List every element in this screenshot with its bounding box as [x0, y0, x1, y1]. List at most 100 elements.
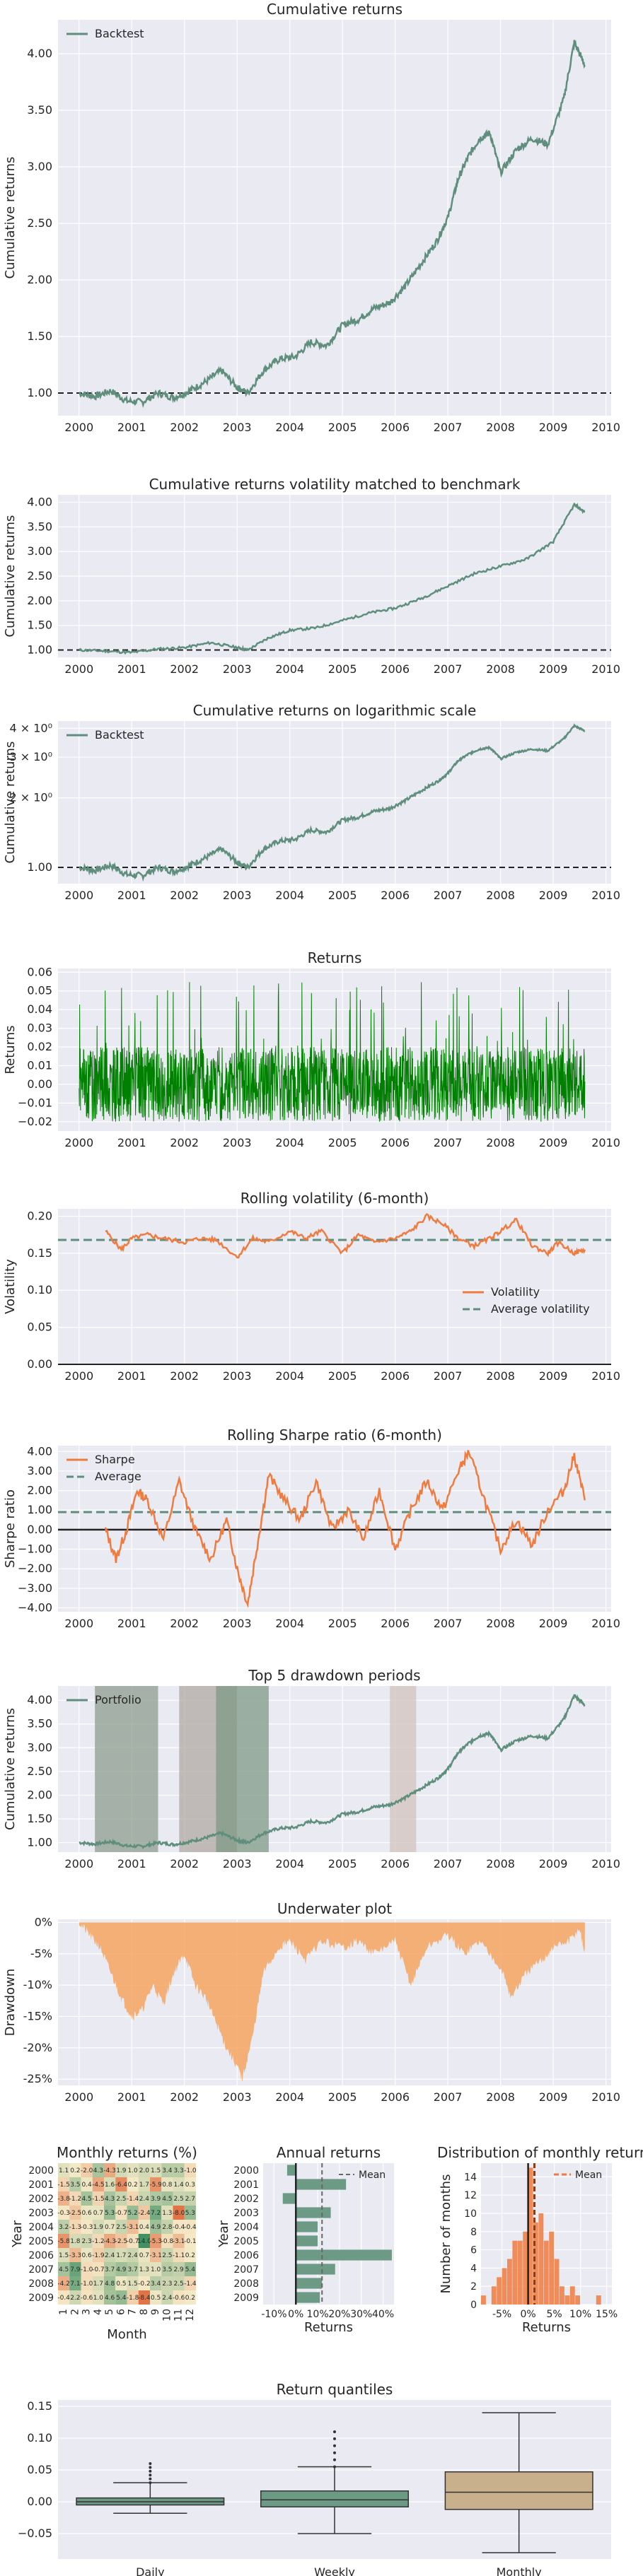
heatmap-cell — [138, 2262, 150, 2276]
annual-year-label: 2007 — [233, 2264, 259, 2276]
drawdown_periods-x-tick-label: 2002 — [170, 1857, 199, 1870]
dist-y-tick-label: 14 — [464, 2172, 477, 2183]
heatmap-cell — [173, 2248, 185, 2262]
dist-x-tick-label: 10% — [569, 2309, 591, 2320]
heatmap-cell — [104, 2262, 116, 2276]
heatmap-month-label: 12 — [185, 2309, 196, 2322]
rolling_sharpe-x-tick-label: 2007 — [434, 1617, 463, 1630]
underwater-y-tick-label: -15% — [23, 2009, 52, 2022]
heatmap-cell — [58, 2248, 70, 2262]
heatmap-cell — [58, 2163, 70, 2177]
heatmap-cell — [81, 2163, 93, 2177]
annual-year-label: 2009 — [233, 2293, 259, 2304]
rolling_vol-y-tick-label: 0.15 — [27, 1246, 52, 1260]
heatmap-cell-label: -1.0 — [81, 2266, 93, 2273]
heatmap-cell-label: 3.5 — [162, 2266, 172, 2273]
quant-outlier — [149, 2481, 152, 2484]
heatmap-cell-label: -4.3 — [103, 2167, 116, 2174]
annual-bar-2001 — [296, 2179, 347, 2190]
heatmap-year-label: 2008 — [28, 2278, 54, 2290]
heatmap-cell — [58, 2262, 70, 2276]
cum_returns-y-tick-label: 1.00 — [27, 386, 52, 399]
heatmap-cell — [173, 2163, 185, 2177]
heatmap-cell — [161, 2220, 173, 2234]
vol_matched-x-tick-label: 2007 — [434, 662, 463, 676]
heatmap-cell — [104, 2248, 116, 2262]
dist-bar — [543, 2240, 549, 2305]
heatmap-cell — [138, 2206, 150, 2220]
heatmap-cell-label: 2.4 — [139, 2196, 150, 2203]
cum_returns-x-tick-label: 2006 — [381, 421, 410, 434]
annual-bar-2009 — [296, 2292, 320, 2303]
heatmap-cell-label: 1.6 — [105, 2182, 115, 2189]
annual-x-tick-label: 20% — [328, 2309, 350, 2320]
vol_matched-x-tick-label: 2000 — [64, 662, 93, 676]
heatmap-cell-label: 14.0 — [137, 2238, 151, 2245]
drawdown_periods-y-tick-label: 1.50 — [27, 1812, 52, 1825]
annual-year-label: 2000 — [233, 2165, 259, 2177]
vol_matched-title: Cumulative returns volatility matched to… — [149, 476, 521, 493]
rolling_sharpe-x-tick-label: 2009 — [539, 1617, 568, 1630]
heatmap-cell — [173, 2290, 185, 2305]
heatmap-cell-label: 2.4 — [162, 2295, 173, 2302]
cum_returns-title: Cumulative returns — [267, 1, 402, 18]
rolling_sharpe-y-tick-label: 1.00 — [27, 1503, 52, 1516]
underwater-y-tick-label: 0% — [35, 1915, 52, 1928]
heatmap-cell-label: -4.2 — [57, 2281, 70, 2288]
quant-y-tick-label: 0.15 — [27, 2399, 52, 2413]
heatmap-cell-label: -1.8 — [127, 2295, 139, 2302]
dist-bar — [538, 2213, 544, 2305]
vol_matched-ylabel: Cumulative returns — [3, 515, 18, 638]
quant-y-tick-label: −0.05 — [18, 2527, 52, 2540]
dist-y-tick-label: 6 — [470, 2245, 477, 2256]
heatmap-cell — [69, 2220, 81, 2234]
heatmap-cell — [81, 2220, 93, 2234]
heatmap-cell — [58, 2191, 70, 2206]
heatmap-cell-label: 1.7 — [139, 2182, 149, 2189]
heatmap-cell-label: 0.7 — [139, 2252, 149, 2259]
annual-x-tick-label: 10% — [307, 2309, 329, 2320]
underwater-x-tick-label: 2010 — [591, 2090, 620, 2104]
returns-y-tick-label: −0.02 — [18, 1115, 52, 1128]
heatmap-cell — [127, 2206, 139, 2220]
heatmap-cell — [161, 2163, 173, 2177]
cum_returns-ylabel: Cumulative returns — [3, 157, 18, 279]
log_scale-x-tick-label: 2005 — [328, 889, 357, 902]
heatmap-cell — [127, 2248, 139, 2262]
heatmap-cell-label: 0.2 — [185, 2295, 195, 2302]
heatmap-cell-label: -2.0 — [81, 2167, 93, 2174]
heatmap-cell-label: 1.9 — [93, 2224, 104, 2231]
return_quantiles-panel: Return quantiles −0.05 0.00 0.05 0.10 0.15 Dai… — [18, 2381, 611, 2576]
cum_returns-legend-label: Backtest — [95, 27, 144, 40]
heatmap-cell-label: -3.1 — [149, 2252, 162, 2259]
rolling_sharpe-y-tick-label: −4.00 — [18, 1600, 52, 1614]
cum_returns-x-tick-label: 2010 — [591, 421, 620, 434]
heatmap-cell-label: -2.5 — [115, 2238, 128, 2245]
heatmap-year-label: 2004 — [28, 2222, 54, 2233]
quant-outlier — [333, 2465, 336, 2469]
quant-category-label: Monthly — [497, 2565, 542, 2576]
annual-bar-2002 — [282, 2193, 296, 2204]
rolling_vol-x-tick-label: 2003 — [223, 1369, 252, 1383]
heatmap-cell-label: 5.4 — [185, 2266, 196, 2273]
heatmap-cell-label: 7.2 — [151, 2210, 161, 2217]
heatmap-cell-label: -0.4 — [184, 2224, 197, 2231]
heatmap-cell-label: 1.5 — [151, 2167, 161, 2174]
heatmap-cell — [150, 2262, 162, 2276]
heatmap-cell-label: 3.3 — [173, 2167, 183, 2174]
underwater-ylabel: Drawdown — [3, 1969, 18, 2037]
drawdown_periods-y-tick-label: 3.50 — [27, 1717, 52, 1731]
heatmap-cell-label: 2.5 — [162, 2252, 172, 2259]
heatmap-year-label: 2005 — [28, 2236, 54, 2247]
heatmap-month-label: 11 — [173, 2309, 185, 2322]
heatmap-cell-label: 4.6 — [105, 2295, 115, 2302]
heatmap-cell-label: -3.1 — [127, 2224, 139, 2231]
log_scale-x-tick-label: 2006 — [381, 889, 410, 902]
heatmap-cell-label: 1.0 — [93, 2295, 104, 2302]
heatmap-cell-label: 2.4 — [105, 2252, 115, 2259]
dist-x-tick-label: 0% — [520, 2309, 535, 2320]
heatmap-cell-label: -2.5 — [69, 2210, 82, 2217]
heatmap-cell — [184, 2163, 196, 2177]
annual-bar-2000 — [286, 2165, 296, 2176]
